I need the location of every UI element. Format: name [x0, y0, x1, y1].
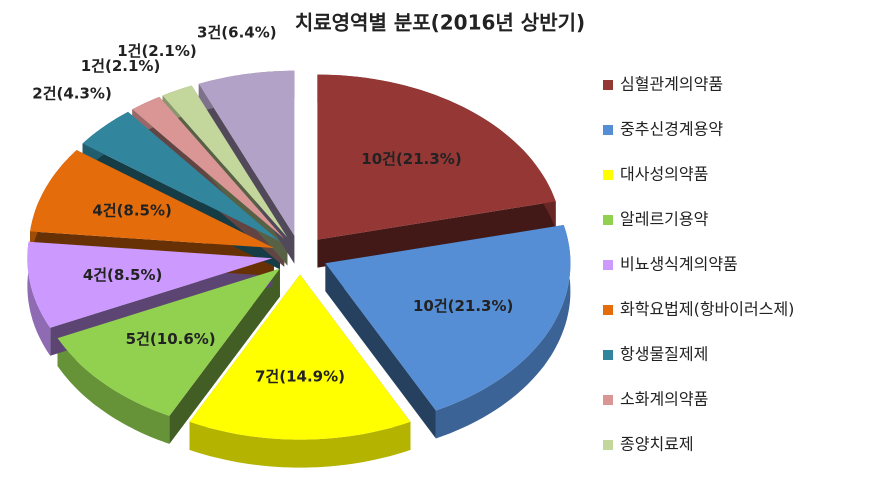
data-label: 4건(8.5%) [92, 202, 172, 220]
legend-swatch [603, 80, 613, 90]
slice-wall [169, 268, 280, 444]
data-label: 7건(14.9%) [255, 367, 345, 385]
legend-swatch [603, 125, 613, 135]
legend-swatch [603, 305, 613, 315]
legend-label: 심혈관계의약품 [620, 75, 723, 94]
slice [325, 225, 571, 411]
data-label: 3건(6.4%) [197, 23, 277, 41]
legend-swatch [603, 170, 613, 180]
slice [30, 150, 274, 248]
slice-wall [317, 201, 556, 268]
data-label: 1건(2.1%) [81, 57, 161, 75]
legend-label: 비뇨생식계의약품 [620, 255, 738, 274]
legend-label: 화학요법제(항바이러스제) [620, 300, 794, 319]
data-label: 4건(8.5%) [83, 266, 163, 284]
slice [82, 111, 280, 242]
slice [27, 241, 273, 328]
legend-label: 항생물질제제 [620, 345, 708, 364]
legend-label: 소화계의약품 [620, 390, 708, 409]
chart-title: 치료영역별 분포(2016년 상반기) [295, 11, 585, 35]
legend-swatch [603, 395, 613, 405]
legend-swatch [603, 440, 613, 450]
legend-label: 알레르기용약 [620, 210, 709, 229]
slice-wall [325, 263, 436, 439]
slice-side [189, 421, 411, 468]
data-label: 2건(4.3%) [32, 85, 112, 103]
legend-label: 대사성의약품 [620, 165, 708, 184]
legend-swatch [603, 350, 613, 360]
slice [317, 74, 556, 240]
pie-tops [27, 70, 571, 440]
data-label: 5건(10.6%) [126, 330, 216, 348]
legend-label: 종양치료제 [620, 435, 694, 454]
slice-side [435, 225, 571, 439]
legend-swatch [603, 215, 613, 225]
slice-side [27, 241, 51, 356]
slice [189, 274, 411, 440]
slice [162, 85, 288, 238]
data-label: 10건(21.3%) [413, 297, 513, 315]
slice [198, 70, 295, 236]
slice [57, 268, 280, 416]
legend-label: 중추신경계용약 [620, 120, 723, 139]
data-label: 1건(2.1%) [117, 42, 197, 60]
data-label: 10건(21.3%) [361, 150, 461, 168]
slice [132, 96, 285, 239]
legend-swatch [603, 260, 613, 270]
slice-side [57, 338, 170, 444]
